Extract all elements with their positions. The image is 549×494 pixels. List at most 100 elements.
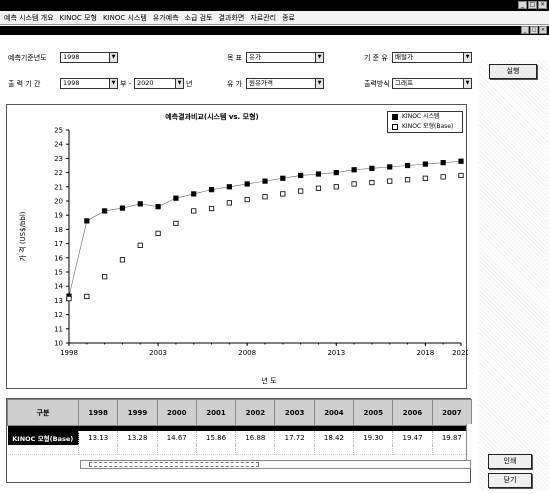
method-value: 그래프 <box>395 79 413 87</box>
row-header[interactable]: KINOC 모형(Base) <box>7 430 79 445</box>
y-tick-label: 19 <box>54 212 63 220</box>
data-point-model <box>422 175 428 181</box>
menu-item-kinoc-model[interactable]: KINOC 모형 <box>59 13 97 22</box>
table-row[interactable] <box>7 444 473 455</box>
horizontal-scrollbar[interactable] <box>80 460 471 469</box>
child-window-controls: _ □ × <box>521 26 547 34</box>
data-point-system <box>298 172 304 179</box>
data-point-system <box>422 161 428 167</box>
data-point-system <box>315 171 322 177</box>
vertical-scrollbar[interactable] <box>466 424 472 469</box>
table-cell[interactable]: 19.47 <box>392 430 433 445</box>
y-tick-label: 10 <box>54 340 63 348</box>
filled-square-icon <box>392 114 398 120</box>
year-header[interactable]: 2000 <box>156 399 197 426</box>
minimize-icon[interactable]: _ <box>518 1 527 9</box>
table-cell[interactable] <box>314 444 355 455</box>
period-to-value: 2020 <box>137 79 154 87</box>
data-point-system <box>351 167 357 173</box>
table-row[interactable]: KINOC 모형(Base) 13.13 13.28 14.67 15.86 1… <box>7 430 473 445</box>
table-cell[interactable] <box>196 444 237 455</box>
child-close-icon[interactable]: × <box>539 26 547 34</box>
child-maximize-icon[interactable]: □ <box>530 26 538 34</box>
table-cell[interactable] <box>235 444 276 455</box>
chart: 예측결과비교(시스템 vs. 모형) 10 11 12 13 14 15 16 17 18 19 2… <box>18 112 468 385</box>
data-point-model <box>387 178 393 184</box>
data-point-model <box>119 257 126 263</box>
year-header[interactable]: 2004 <box>313 399 355 426</box>
table-cell[interactable] <box>117 444 158 455</box>
data-point-model <box>102 274 108 280</box>
model-select[interactable]: 원유가격 ▼ <box>246 78 324 89</box>
year-header[interactable]: 2007 <box>431 399 473 426</box>
year-header[interactable]: 2005 <box>353 399 394 426</box>
rate-select[interactable]: 배럴가 ▼ <box>392 52 472 63</box>
close-button[interactable]: 닫기 <box>488 473 532 488</box>
table-cell[interactable]: 17.72 <box>274 430 315 445</box>
year-header[interactable]: 2003 <box>274 399 315 426</box>
method-select[interactable]: 그래프 ▼ <box>392 78 472 89</box>
base-year-select[interactable]: 1998 ▼ <box>60 52 118 63</box>
chevron-down-icon: ▼ <box>109 53 117 62</box>
rate-value: 배럴가 <box>395 53 413 61</box>
x-tick-label: 2018 <box>416 349 434 357</box>
table-cell[interactable]: 14.67 <box>157 430 197 445</box>
scrollbar-thumb[interactable] <box>89 462 259 467</box>
year-header[interactable]: 2006 <box>392 399 433 426</box>
data-point-model <box>458 172 464 179</box>
y-tick-label: 24 <box>54 141 63 149</box>
maximize-icon[interactable]: □ <box>528 1 537 9</box>
data-point-system <box>191 191 197 197</box>
year-header[interactable]: 1999 <box>117 399 158 426</box>
data-point-model <box>137 242 143 248</box>
table-cell[interactable] <box>353 444 394 455</box>
table-header-row: 구분 1998 1999 2000 2001 2002 2003 2004 20… <box>7 399 473 426</box>
table-cell[interactable] <box>274 444 315 455</box>
chevron-down-icon: ▼ <box>315 79 323 88</box>
data-point-model <box>333 184 339 190</box>
table-cell[interactable] <box>7 444 79 455</box>
menu-item-kinoc-system[interactable]: KINOC 시스템 <box>102 13 147 22</box>
menu-item-overview[interactable]: 예측 시스템 개요 <box>4 13 54 22</box>
data-point-model <box>208 205 215 212</box>
target-select[interactable]: 유가 ▼ <box>246 52 324 63</box>
execute-button[interactable]: 실행 <box>489 64 537 79</box>
table-cell[interactable] <box>78 444 119 455</box>
child-minimize-icon[interactable]: _ <box>521 26 529 34</box>
table-cell[interactable]: 18.42 <box>314 430 355 445</box>
period-from-select[interactable]: 1998 ▼ <box>60 78 118 89</box>
menu-item-data[interactable]: 자료관리 <box>250 13 277 22</box>
table-cell[interactable] <box>157 444 197 455</box>
menu-item-review[interactable]: 소급 검토 <box>184 13 213 22</box>
data-point-system <box>369 165 375 171</box>
chevron-down-icon: ▼ <box>175 79 183 88</box>
chart-x-axis-label: 년 도 <box>261 376 277 385</box>
table-cell[interactable]: 16.88 <box>235 430 276 445</box>
close-icon[interactable]: × <box>538 1 547 9</box>
year-header[interactable]: 1998 <box>77 399 119 426</box>
menu-item-exit[interactable]: 종료 <box>282 13 295 22</box>
year-header[interactable]: 2001 <box>195 399 237 426</box>
table-cell[interactable]: 13.28 <box>117 430 158 445</box>
print-button[interactable]: 인쇄 <box>488 454 532 469</box>
menu-item-forecast[interactable]: 유가예측 <box>152 13 179 22</box>
chevron-down-icon: ▼ <box>109 79 117 88</box>
x-tick-label: 2020 <box>452 349 468 357</box>
table-cell[interactable] <box>392 444 433 455</box>
period-to-select[interactable]: 2020 ▼ <box>134 78 184 89</box>
data-point-model <box>262 194 268 200</box>
data-point-system <box>84 218 90 224</box>
data-point-system <box>226 184 232 190</box>
year-header[interactable]: 2002 <box>235 399 276 426</box>
chevron-down-icon: ▼ <box>315 53 323 62</box>
data-point-system <box>387 164 393 170</box>
menu-item-results[interactable]: 결과화면 <box>218 13 245 22</box>
data-point-system <box>173 195 179 201</box>
table-cell[interactable]: 15.86 <box>196 430 237 445</box>
data-point-model <box>191 208 197 214</box>
table-cell[interactable]: 13.13 <box>78 430 119 445</box>
chart-legend: KINOC 시스템 KINOC 모형(Base) <box>387 111 463 133</box>
model-label: 유 가 <box>227 80 243 88</box>
y-tick-label: 18 <box>54 226 63 234</box>
table-cell[interactable]: 19.30 <box>353 430 394 445</box>
